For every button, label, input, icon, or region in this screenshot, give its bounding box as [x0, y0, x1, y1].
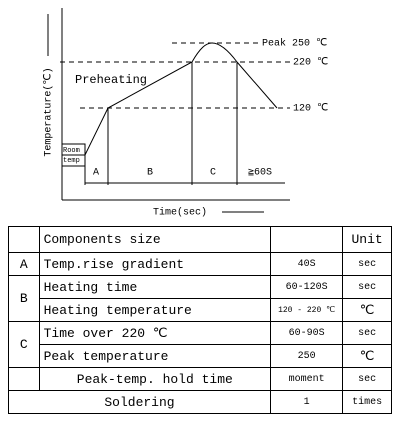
preheating-label: Preheating — [75, 73, 147, 87]
unit-cell: ℃ — [342, 298, 392, 322]
segment-label: C — [210, 168, 216, 179]
item-cell: Heating time — [38, 275, 271, 299]
value-cell: moment — [269, 367, 344, 391]
unit-cell: times — [342, 390, 392, 414]
profile-curve — [62, 42, 278, 156]
segment-label: B — [147, 168, 153, 179]
value-cell: 40S — [269, 252, 344, 276]
group-cell: C — [8, 321, 40, 368]
segment-label: A — [93, 168, 99, 179]
group-cell: B — [8, 275, 40, 322]
unit-cell: sec — [342, 321, 392, 345]
reflow-diagram: Temperature(℃) Time(sec) Peak 250 ℃ 220 … — [43, 8, 328, 219]
value-cell: 120 - 220 ℃ — [269, 298, 344, 322]
x-axis-label: Time(sec) — [153, 207, 207, 219]
peak-label: Peak 250 ℃ — [262, 38, 327, 50]
item-cell: Soldering — [8, 390, 271, 414]
item-cell: Temp.rise gradient — [38, 252, 271, 276]
item-cell: Peak-temp. hold time — [38, 367, 271, 391]
value-cell: 60-120S — [269, 275, 344, 299]
group-cell: A — [8, 252, 40, 276]
segment-label: ≧60S — [248, 168, 272, 179]
value-cell: 1 — [269, 390, 344, 414]
reference-lines — [60, 42, 290, 109]
room-label: Room — [63, 147, 80, 155]
unit-cell: ℃ — [342, 344, 392, 368]
unit-cell: sec — [342, 275, 392, 299]
item-cell: Time over 220 ℃ — [38, 321, 271, 345]
item-cell: Peak temperature — [38, 344, 271, 368]
level-label: 220 ℃ — [293, 58, 328, 69]
item-cell: Heating temperature — [38, 298, 271, 322]
y-axis-label: Temperature(℃) — [43, 67, 55, 156]
value-cell: 60-90S — [269, 321, 344, 345]
header-cell: Unit — [342, 226, 392, 253]
room-label: temp — [63, 157, 80, 165]
level-label: 120 ℃ — [293, 104, 328, 115]
unit-cell: sec — [342, 367, 392, 391]
header-cell: Components size — [38, 226, 271, 253]
value-cell: 250 — [269, 344, 344, 368]
spec-table: Components size Unit A Temp.rise gradient… — [8, 226, 392, 414]
unit-cell: sec — [342, 252, 392, 276]
